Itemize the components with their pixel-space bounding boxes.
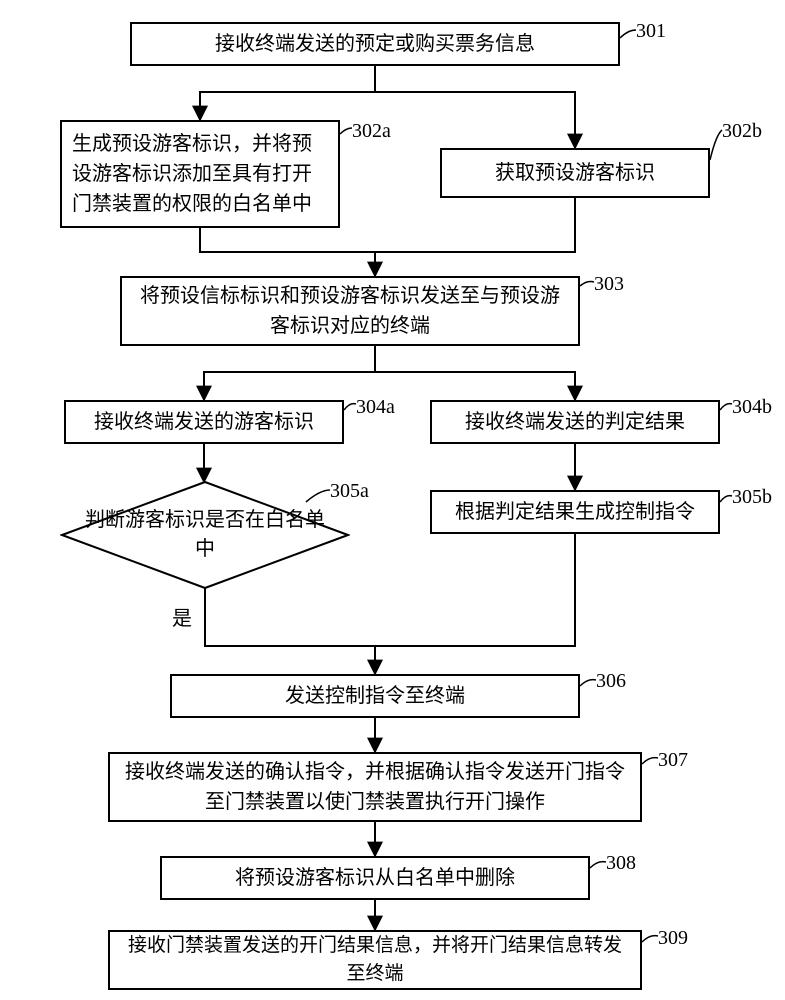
edge-label-yes: 是 bbox=[172, 602, 192, 631]
node-302a: 生成预设游客标识，并将预设游客标识添加至具有打开门禁装置的权限的白名单中 bbox=[60, 120, 340, 228]
node-305a-text: 判断游客标识是否在白名单中 bbox=[60, 480, 350, 590]
node-301: 接收终端发送的预定或购买票务信息 bbox=[130, 22, 620, 66]
node-304b: 接收终端发送的判定结果 bbox=[430, 400, 720, 444]
node-306: 发送控制指令至终端 bbox=[170, 674, 580, 718]
label-302b: 302b bbox=[722, 120, 762, 143]
node-307: 接收终端发送的确认指令，并根据确认指令发送开门指令至门禁装置以使门禁装置执行开门… bbox=[108, 752, 642, 822]
label-305a: 305a bbox=[330, 480, 369, 503]
node-309: 接收门禁装置发送的开门结果信息，并将开门结果信息转发至终端 bbox=[108, 930, 642, 990]
node-305b: 根据判定结果生成控制指令 bbox=[430, 490, 720, 534]
node-305a: 判断游客标识是否在白名单中 bbox=[60, 480, 350, 590]
label-305b: 305b bbox=[732, 486, 772, 509]
node-302b: 获取预设游客标识 bbox=[440, 148, 710, 198]
node-303: 将预设信标标识和预设游客标识发送至与预设游客标识对应的终端 bbox=[120, 276, 580, 346]
label-302a: 302a bbox=[352, 120, 391, 143]
label-303: 303 bbox=[594, 273, 624, 296]
label-309: 309 bbox=[658, 927, 688, 950]
node-308: 将预设游客标识从白名单中删除 bbox=[160, 856, 590, 900]
label-307: 307 bbox=[658, 749, 688, 772]
label-306: 306 bbox=[596, 670, 626, 693]
label-304a: 304a bbox=[356, 396, 395, 419]
label-308: 308 bbox=[606, 852, 636, 875]
node-304a: 接收终端发送的游客标识 bbox=[64, 400, 344, 444]
label-304b: 304b bbox=[732, 396, 772, 419]
flowchart-canvas: 接收终端发送的预定或购买票务信息 生成预设游客标识，并将预设游客标识添加至具有打… bbox=[0, 0, 785, 1000]
label-301: 301 bbox=[636, 20, 666, 43]
